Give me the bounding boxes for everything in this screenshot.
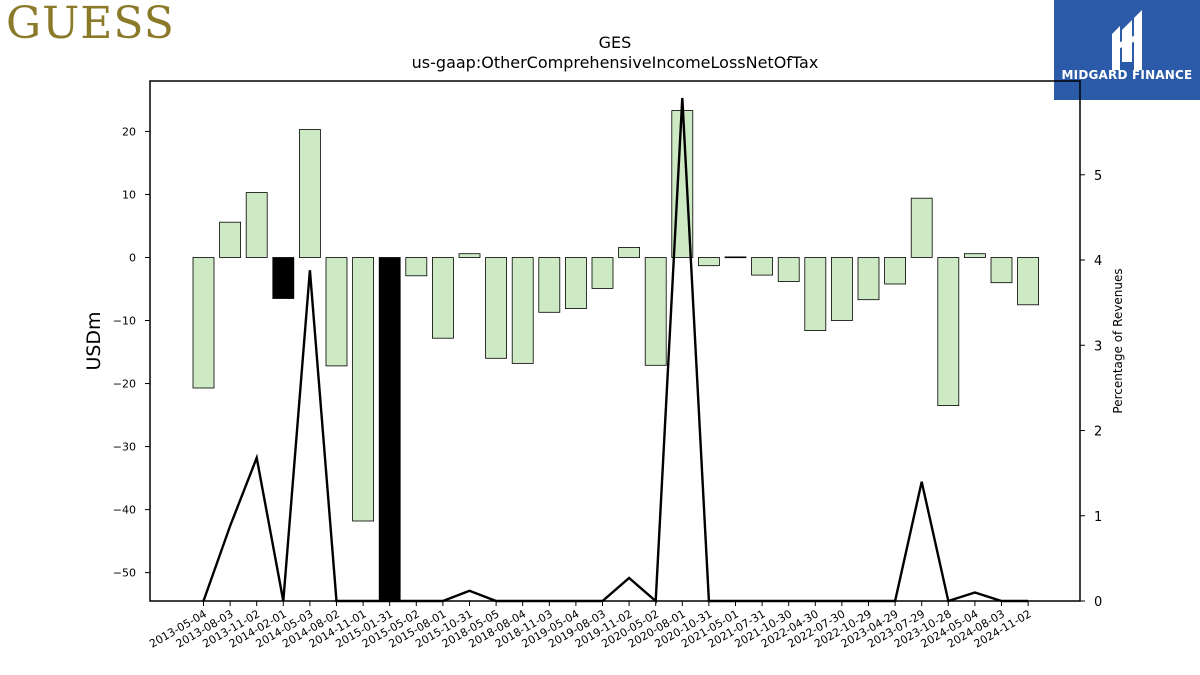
bar-2021-05-01 (724, 256, 747, 259)
chart-title: GES (599, 33, 632, 52)
y2-axis-label: Percentage of Revenues (1111, 268, 1125, 413)
bar-2018-11-03 (538, 257, 561, 313)
bar-2022-04-30 (804, 257, 827, 331)
y-tick-label: −10 (113, 315, 136, 328)
chart-subtitle: us-gaap:OtherComprehensiveIncomeLossNetO… (412, 53, 819, 72)
bar-2019-11-02 (618, 246, 640, 258)
y-tick-label: −30 (113, 441, 136, 454)
y-tick-label: 20 (122, 125, 136, 138)
brand-name: MIDGARD FINANCE (1061, 68, 1193, 82)
y-tick-label: 0 (129, 251, 136, 264)
bar-2023-07-29 (910, 197, 933, 258)
bar-2015-05-02 (405, 257, 428, 277)
y-axis-label: USDm (83, 311, 105, 370)
y2-tick-label: 2 (1094, 425, 1102, 440)
bar-2013-08-03 (219, 221, 242, 258)
bar-2022-07-30 (831, 257, 853, 321)
y-tick-label: 10 (122, 188, 136, 201)
bar-2019-08-03 (591, 257, 614, 289)
bar-2014-11-01 (352, 257, 375, 522)
bar-2018-05-05 (485, 257, 508, 359)
bar-2023-04-29 (884, 257, 906, 285)
bar-2024-11-02 (1017, 257, 1039, 306)
y2-tick-label: 3 (1094, 339, 1102, 354)
bar-2015-08-01 (431, 257, 454, 339)
plot-frame (149, 80, 1081, 602)
bar-2013-11-02 (245, 192, 268, 258)
guess-logo: GUESS (6, 0, 175, 49)
bar-2020-05-02 (644, 257, 667, 366)
bar-2024-05-04 (964, 253, 986, 258)
bar-2013-05-04 (192, 257, 215, 389)
bar-2014-05-03 (298, 129, 321, 258)
bars-group (192, 110, 1039, 602)
left-axis: −50 −40 −30 −20 −10 0 10 20 (113, 125, 150, 580)
midgard-emblem-icon (1112, 10, 1142, 70)
bar-2015-01-31 (378, 257, 401, 602)
y-tick-label: −20 (113, 378, 136, 391)
bar-2014-08-02 (325, 257, 348, 367)
bar-2023-10-28 (937, 257, 960, 407)
y2-tick-label: 1 (1094, 510, 1102, 525)
bar-2014-02-01 (272, 257, 295, 299)
y-tick-label: −40 (113, 504, 136, 517)
bar-2020-10-31 (698, 257, 720, 267)
y-tick-label: −50 (113, 567, 136, 580)
bar-2022-10-29 (857, 257, 880, 301)
y2-tick-label: 5 (1094, 169, 1102, 184)
bar-2024-08-03 (990, 257, 1013, 284)
right-axis: 0 1 2 3 4 5 (1080, 169, 1102, 610)
y2-tick-label: 0 (1094, 595, 1102, 610)
bar-2015-10-31 (458, 253, 481, 258)
bar-2018-08-04 (511, 257, 534, 364)
bar-2021-10-30 (777, 257, 800, 282)
bar-2021-07-31 (751, 257, 773, 276)
y2-tick-label: 4 (1094, 254, 1102, 269)
midgard-finance-logo: MIDGARD FINANCE (1054, 0, 1200, 100)
x-axis: 2013-05-042013-08-032013-11-022014-02-01… (147, 601, 1034, 651)
bar-2019-05-04 (565, 257, 587, 309)
